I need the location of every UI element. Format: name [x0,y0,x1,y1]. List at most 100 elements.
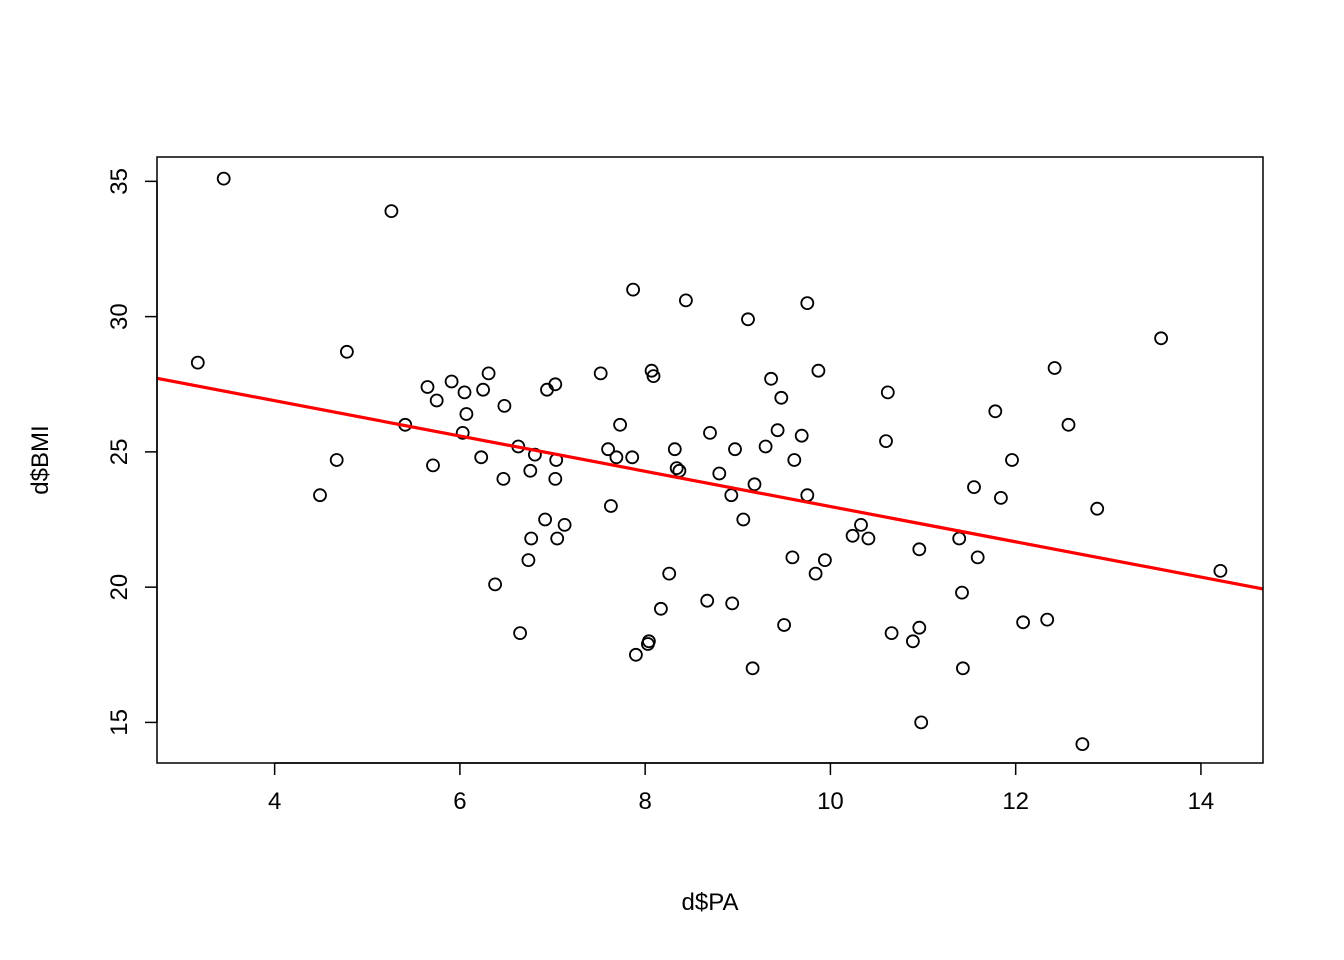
data-point-17 [481,366,496,381]
data-point-59 [741,312,755,327]
data-point-16 [476,382,491,397]
data-point-63 [764,371,778,386]
data-point-77 [861,531,876,546]
data-point-97 [1075,737,1090,751]
data-point-19 [496,471,511,486]
data-point-57 [728,442,742,457]
data-point-80 [884,626,899,640]
data-point-93 [1016,615,1030,630]
data-point-25 [524,531,539,546]
data-point-49 [669,461,684,476]
data-point-79 [880,385,895,400]
x-tick-label-8: 8 [638,788,651,815]
data-point-6 [384,204,399,219]
data-point-14 [459,407,474,421]
data-point-88 [967,480,981,495]
data-point-76 [854,518,868,532]
y-axis: 15 20 25 30 35 [106,168,158,736]
data-point-89 [970,550,985,565]
data-point-91 [994,490,1008,505]
data-point-64 [770,423,785,438]
data-point-15 [474,450,489,465]
regression-line-group [156,376,1264,591]
data-point-73 [811,363,826,378]
x-axis: 4 6 8 10 12 14 [268,762,1214,815]
data-point-32 [550,531,565,546]
data-point-100 [1213,564,1228,578]
data-point-78 [879,434,893,449]
data-point-90 [988,404,1003,419]
data-point-4 [329,453,344,467]
data-point-48 [667,442,682,457]
data-points [190,171,1228,751]
data-point-69 [794,428,809,443]
data-point-46 [654,601,668,616]
data-point-86 [955,585,969,600]
data-point-92 [1005,453,1019,467]
data-point-67 [785,550,800,565]
data-point-9 [426,458,440,473]
data-point-45 [646,369,661,384]
data-point-52 [700,593,715,608]
data-point-30 [548,471,563,486]
data-point-13 [457,385,472,400]
data-point-1 [190,355,205,370]
x-tick-label-10: 10 [817,788,844,815]
data-point-29 [548,377,563,392]
data-point-35 [601,442,615,457]
data-point-27 [538,512,552,527]
y-tick-label-35: 35 [106,168,133,195]
data-point-37 [609,450,624,465]
data-point-54 [712,466,727,481]
data-point-11 [444,374,459,389]
data-point-41 [629,647,643,662]
data-point-83 [912,620,927,635]
x-tick-label-6: 6 [453,788,466,815]
data-point-43 [642,634,656,649]
data-point-22 [513,626,527,640]
y-tick-label-15: 15 [106,709,133,736]
data-point-26 [528,447,542,462]
data-point-58 [736,512,751,527]
data-point-38 [613,417,627,432]
data-point-24 [523,463,538,478]
data-point-61 [747,477,762,492]
data-point-84 [914,715,929,730]
data-point-51 [679,293,693,308]
y-axis-title: d$BMI [27,425,54,494]
data-point-20 [497,398,512,413]
data-point-2 [216,171,231,186]
x-tick-label-12: 12 [1002,788,1029,815]
y-tick-label-30: 30 [106,303,133,330]
data-point-98 [1090,501,1105,516]
data-point-8 [420,380,435,394]
data-point-39 [625,450,640,465]
data-point-5 [339,344,354,359]
regression-line [156,376,1264,591]
data-point-36 [604,499,618,513]
data-point-3 [313,488,327,503]
x-axis-title: d$PA [682,889,739,916]
data-point-23 [521,553,536,567]
data-point-53 [703,425,717,440]
data-point-12 [455,425,470,440]
data-point-34 [593,366,608,381]
data-point-87 [956,661,970,676]
data-point-95 [1047,361,1062,375]
data-point-94 [1040,612,1055,627]
data-point-66 [777,618,791,632]
data-point-68 [787,453,802,467]
data-point-75 [845,528,860,543]
data-point-10 [429,393,444,408]
y-tick-label-20: 20 [106,574,133,601]
data-point-72 [808,566,823,581]
data-point-18 [488,577,503,592]
data-point-33 [557,518,572,532]
data-point-62 [758,439,773,454]
data-point-56 [725,596,740,611]
data-point-65 [774,390,789,405]
data-point-74 [818,553,832,567]
data-point-81 [906,634,920,649]
